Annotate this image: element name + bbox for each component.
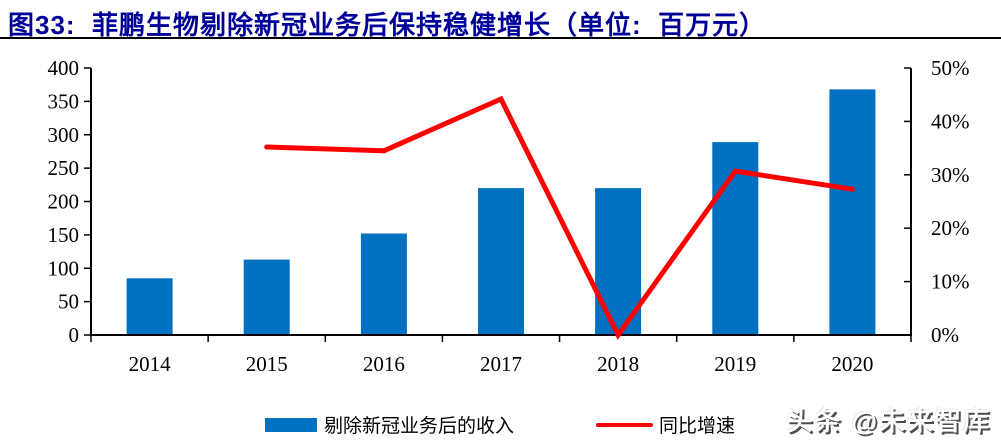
x-axis-label-2018: 2018 <box>597 352 639 376</box>
title-underline <box>0 37 1001 39</box>
left-axis-tick-label: 350 <box>48 89 80 113</box>
x-axis-label-2017: 2017 <box>480 352 522 376</box>
left-axis-tick-label: 250 <box>48 156 80 180</box>
right-axis-tick-label: 50% <box>931 56 970 80</box>
legend-label-revenue: 剔除新冠业务后的收入 <box>324 416 515 437</box>
left-axis-tick-label: 150 <box>48 223 80 247</box>
x-axis-label-2020: 2020 <box>831 352 873 376</box>
legend-item-growth: 同比增速 <box>596 411 735 438</box>
bar-2016 <box>360 233 407 335</box>
x-axis-label-2019: 2019 <box>714 352 756 376</box>
page-title: 图33: 菲鹏生物剔除新冠业务后保持稳健增长（单位: 百万元） <box>8 10 767 40</box>
left-axis-tick-label: 0 <box>69 323 80 347</box>
growth-line-series <box>264 95 855 340</box>
bar-2014 <box>126 278 173 335</box>
x-axis-label-2015: 2015 <box>246 352 288 376</box>
right-axis-tick-label: 20% <box>931 216 970 240</box>
bar-2015 <box>243 259 290 335</box>
right-axis-tick-label: 0% <box>931 323 959 347</box>
left-axis-tick-label: 50 <box>58 290 79 314</box>
x-axis-label-2014: 2014 <box>129 352 172 376</box>
right-axis-tick-label: 30% <box>931 163 970 187</box>
legend-item-revenue: 剔除新冠业务后的收入 <box>265 411 514 438</box>
legend-bar-swatch-icon <box>265 417 317 432</box>
left-axis-tick-label: 200 <box>48 190 80 214</box>
legend-line-swatch-icon <box>596 422 653 427</box>
bar-2020 <box>829 89 876 336</box>
bar-2017 <box>478 188 524 335</box>
right-axis-tick-label: 10% <box>931 270 970 294</box>
chart-svg: 0 50 100 150 200 250 300 350 400 0% 10% 20% 30% 40% 50… <box>48 56 970 376</box>
right-axis-tick-label: 40% <box>931 109 970 133</box>
left-axis-tick-label: 100 <box>48 256 80 280</box>
legend-label-growth: 同比增速 <box>659 416 736 437</box>
x-axis-label-2016: 2016 <box>363 352 405 376</box>
left-axis-tick-label: 400 <box>48 56 80 80</box>
watermark: 头条 @未来智库 <box>786 406 991 436</box>
left-axis-tick-label: 300 <box>48 123 80 147</box>
